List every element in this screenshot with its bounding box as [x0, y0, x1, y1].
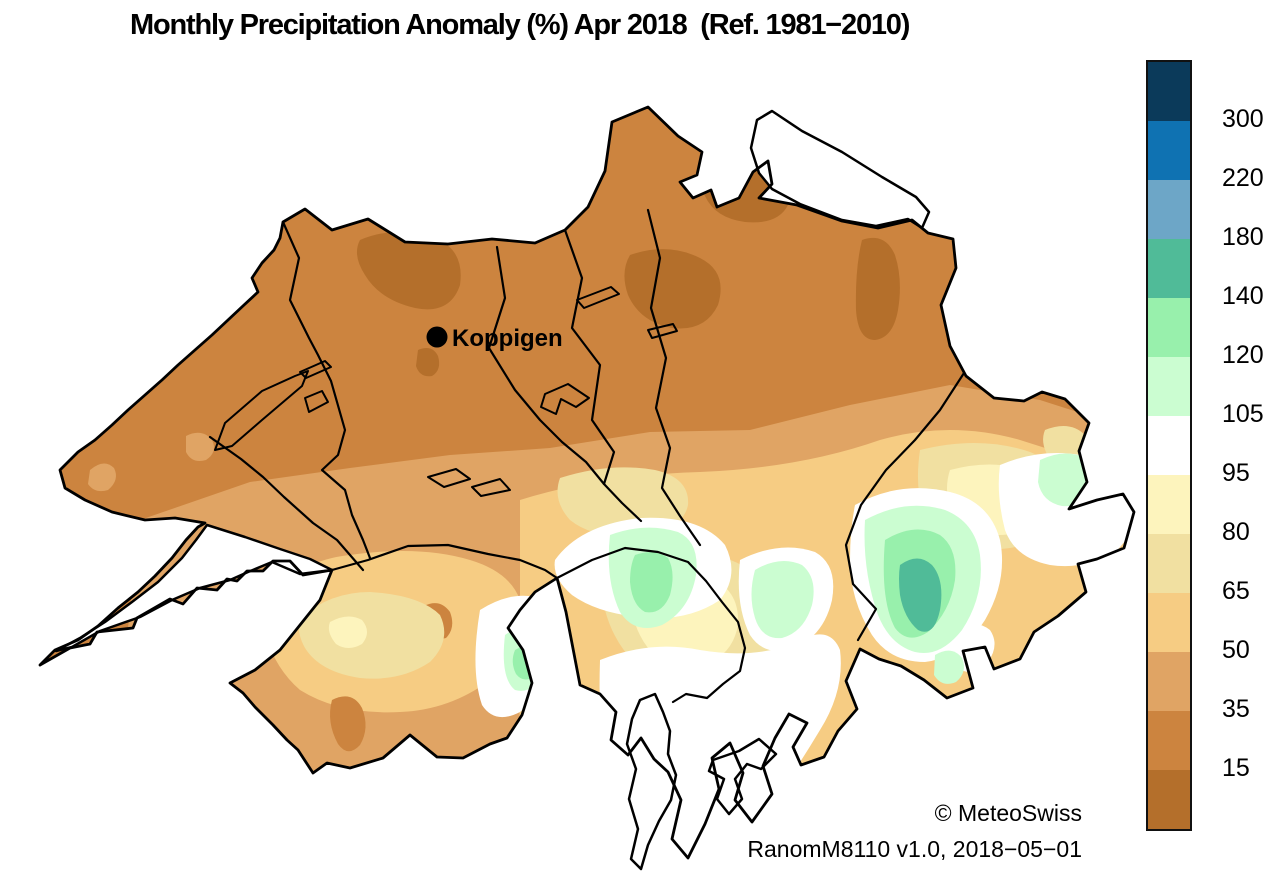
attribution-text: © MeteoSwiss	[935, 800, 1082, 827]
colorbar-segment	[1148, 475, 1190, 534]
colorbar-tick-label: 220	[1222, 163, 1280, 193]
colorbar-tick-label: 105	[1222, 399, 1280, 429]
switzerland-map: Koppigen	[0, 0, 1280, 876]
colorbar-tick-label: 15	[1222, 753, 1280, 783]
colorbar-tick-label: 180	[1222, 222, 1280, 252]
colorbar	[1146, 60, 1192, 831]
colorbar-tick-label: 65	[1222, 576, 1280, 606]
colorbar-tick-label: 120	[1222, 340, 1280, 370]
colorbar-tick-label: 35	[1222, 694, 1280, 724]
colorbar-segment	[1148, 298, 1190, 357]
colorbar-tick-label: 80	[1222, 517, 1280, 547]
koppigen-label: Koppigen	[452, 325, 563, 352]
colorbar-segment	[1148, 239, 1190, 298]
colorbar-segment	[1148, 121, 1190, 180]
colorbar-segment	[1148, 652, 1190, 711]
colorbar-tick-label: 140	[1222, 281, 1280, 311]
map-title: Monthly Precipitation Anomaly (%) Apr 20…	[130, 9, 909, 42]
precipitation-anomaly-map: Koppigen	[0, 0, 1280, 876]
colorbar-segment	[1148, 357, 1190, 416]
colorbar-tick-label: 95	[1222, 458, 1280, 488]
koppigen-marker-dot	[427, 327, 448, 348]
colorbar-tick-label: 50	[1222, 635, 1280, 665]
colorbar-segment	[1148, 62, 1190, 121]
colorbar-segment	[1148, 711, 1190, 770]
colorbar-tick-label: 300	[1222, 104, 1280, 134]
class-lt15-patch	[856, 238, 900, 340]
version-text: RanomM8110 v1.0, 2018−05−01	[747, 836, 1082, 863]
colorbar-segment	[1148, 180, 1190, 239]
colorbar-segment	[1148, 416, 1190, 475]
colorbar-segment	[1148, 534, 1190, 593]
colorbar-segment	[1148, 770, 1190, 829]
colorbar-segment	[1148, 593, 1190, 652]
